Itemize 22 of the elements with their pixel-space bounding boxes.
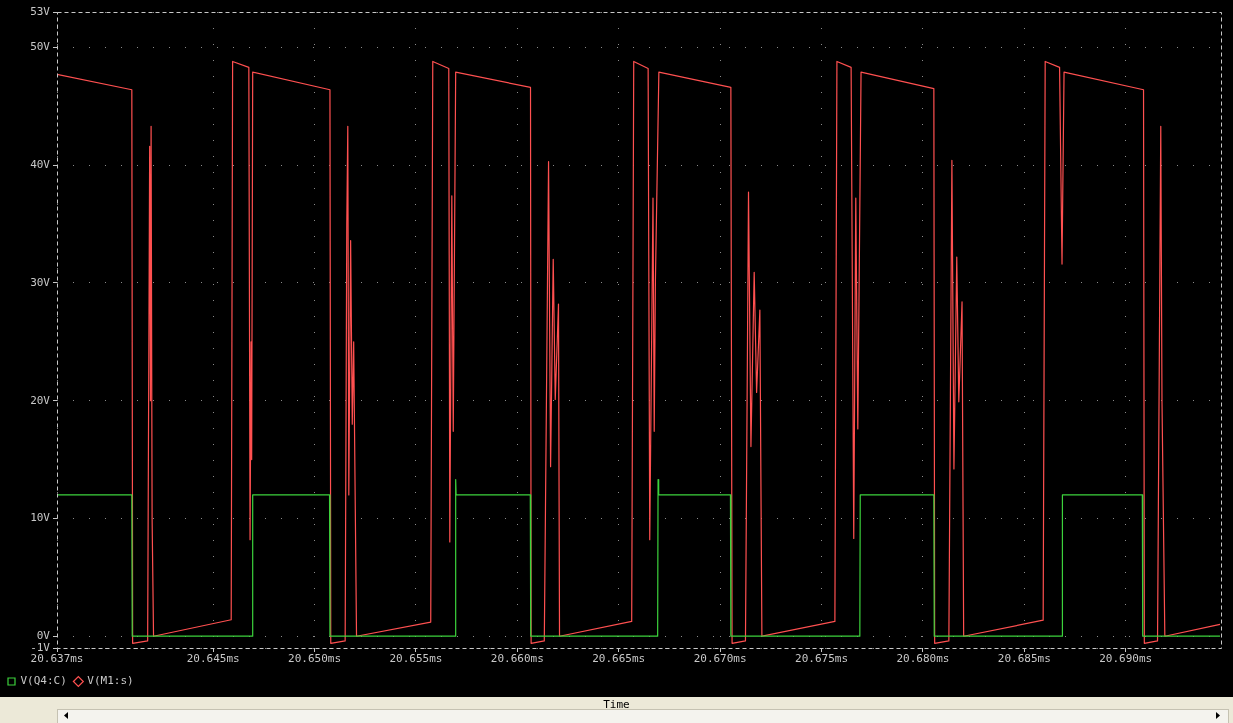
y-tick-label: 50V [30,40,51,54]
y-tick-label: 0V [36,629,51,643]
x-tick-label: 20.680ms [896,652,950,666]
x-axis-title: Time [602,698,631,711]
x-tick-label: 20.637ms [30,652,84,666]
x-tick-label: 20.675ms [795,652,848,666]
x-tick-label: 20.650ms [288,652,342,666]
x-tick-label: 20.645ms [186,652,240,666]
x-tick-label: 20.665ms [592,652,646,666]
legend-label: V(M1:s) [87,674,134,688]
y-tick-label: 40V [30,157,51,171]
y-tick-label: 53V [30,4,51,18]
x-tick-label: 20.690ms [1099,652,1153,666]
x-tick-label: 20.685ms [997,652,1051,666]
y-tick-label: 10V [30,511,51,525]
y-tick-label: 30V [30,275,51,289]
legend-label: V(Q4:C) [20,674,67,688]
y-tick-label: 20V [30,393,51,407]
y-tick-label: -1V [30,640,51,654]
x-tick-label: 20.670ms [693,652,747,666]
x-tick-label: 20.660ms [490,652,544,666]
x-tick-label: 20.655ms [389,652,443,666]
